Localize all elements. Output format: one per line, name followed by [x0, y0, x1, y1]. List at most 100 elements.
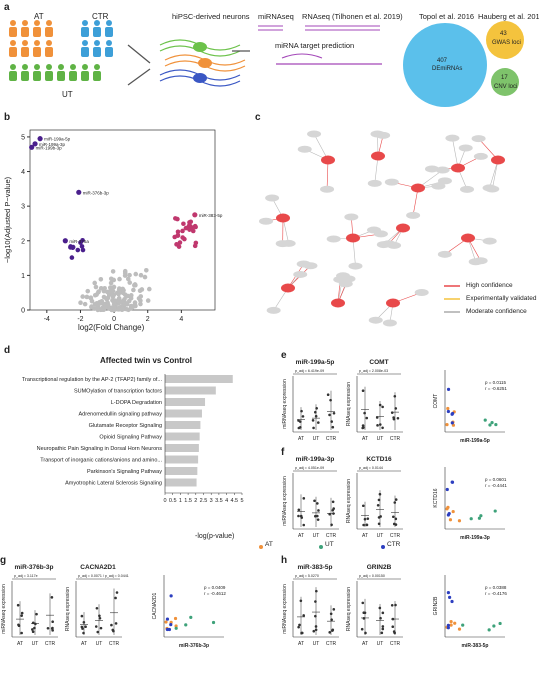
volcano-point — [124, 306, 129, 312]
scatter-point — [487, 628, 491, 632]
pathway-bar — [165, 375, 233, 383]
volcano-point — [105, 302, 111, 308]
scatter-ylabel: COMT — [433, 394, 439, 409]
scatter-point — [492, 624, 496, 628]
volcano-point-up — [176, 244, 182, 249]
stat-r: r = -0.4612 — [204, 591, 226, 596]
data-dot — [99, 626, 103, 630]
category-label: UT — [96, 641, 103, 647]
plot-title: miR-383-5p — [297, 564, 332, 571]
volcano-point — [116, 296, 122, 302]
panel-h-plots: miR-383-5p p_adj = 5.0270 miRNAseq express… — [282, 564, 507, 649]
volcano-point — [112, 298, 118, 303]
volcano-point — [132, 282, 138, 287]
volcano-point-up — [175, 216, 180, 222]
person-icon — [94, 20, 100, 26]
category-label: UT — [377, 436, 384, 442]
volcano-point — [139, 287, 145, 292]
data-dot — [46, 626, 50, 630]
pathway-tick-label: 1.5 — [184, 498, 192, 504]
legend-at: AT — [265, 541, 273, 548]
p-value-label: p_adj = 0.0144 — [359, 466, 383, 470]
data-dot — [361, 504, 365, 508]
volcano-point — [145, 298, 151, 303]
pathway-label: Glutamate Receptor Signaling — [89, 423, 162, 429]
volcano-point — [138, 301, 143, 307]
category-label: UT — [313, 533, 320, 539]
pathway-label: L-DOPA Degradation — [111, 400, 162, 406]
scatter-xlabel: miR-199a-5p — [460, 438, 490, 444]
volcano-point-up — [193, 240, 199, 246]
stat-p: p = 0.0388 — [485, 585, 507, 590]
gene-node — [344, 213, 359, 221]
y-tick-label: 2 — [21, 238, 25, 245]
volcano-point-down — [69, 255, 75, 260]
gene-node — [265, 194, 280, 202]
data-dot — [20, 611, 24, 615]
neurons-icon — [159, 39, 246, 87]
category-label: CTR — [326, 436, 337, 442]
volcano-point — [102, 285, 107, 291]
gwas-label: GWAS loci — [492, 40, 521, 46]
person-icon — [94, 64, 100, 70]
network-edge — [352, 237, 356, 267]
panel-label-e: e — [281, 350, 287, 361]
data-dot — [98, 614, 101, 618]
volcano-ylabel: −log10(Adjusted P−value) — [3, 176, 12, 263]
data-dot — [391, 625, 395, 629]
plot-ylabel: miRNAseq expression — [282, 379, 288, 429]
category-label: UT — [32, 641, 39, 647]
panel-e-plots: miR-199a-5p p_adj = 6.419e-09 miRNAseq exp… — [282, 359, 507, 444]
scatter-point — [164, 620, 168, 624]
volcano-point — [82, 301, 88, 307]
volcano-point — [125, 293, 130, 299]
gene-node — [406, 211, 421, 219]
volcano-point — [142, 274, 148, 280]
gene-node — [382, 319, 397, 327]
volcano-point — [106, 292, 112, 298]
panel-f-plots: miR-199a-3p p_adj = 4.051e-09 miRNAseq exp… — [282, 456, 507, 541]
p-value-label: p_adj = 0.0071 / p_adj = 0.0441 — [78, 574, 129, 578]
volcano-point-label: miR-383-5p — [199, 213, 223, 218]
data-dot — [332, 411, 336, 415]
network-edge — [489, 159, 499, 189]
data-dot — [393, 631, 396, 635]
gene-node — [473, 257, 488, 265]
data-dot — [35, 612, 38, 616]
data-dot — [302, 614, 306, 617]
category-label: CTR — [326, 641, 337, 647]
person-body — [33, 27, 41, 37]
volcano-point — [93, 284, 99, 290]
x-tick-label: -2 — [77, 316, 83, 323]
category-label: AT — [81, 641, 87, 647]
scatter-point — [174, 624, 178, 628]
category-label: CTR — [45, 641, 56, 647]
panel-g-plots: miR-376b-3p p_adj = 3.117e miRNAseq expres… — [1, 564, 226, 649]
person-body — [93, 27, 101, 37]
data-dot — [361, 424, 365, 427]
data-dot — [31, 630, 35, 634]
pathway-tick-label: 2.5 — [200, 498, 208, 504]
volcano-point — [78, 300, 83, 306]
volcano-point-label: miR-376a — [69, 239, 89, 244]
data-dot — [300, 409, 303, 413]
volcano-point — [117, 276, 122, 282]
scatter-point — [211, 620, 216, 625]
mirna-node — [491, 155, 505, 165]
mirna-node — [411, 183, 425, 193]
category-label: UT — [377, 533, 384, 539]
data-dot — [394, 523, 398, 526]
person-body — [81, 71, 89, 81]
mirna-node — [331, 298, 345, 308]
volcano-point — [108, 280, 114, 286]
data-dot — [114, 596, 117, 600]
volcano-point — [146, 286, 152, 292]
volcano-point — [111, 292, 117, 298]
pathway-tick-label: 0.5 — [169, 498, 177, 504]
gene-node — [275, 240, 290, 248]
person-body — [45, 47, 53, 57]
data-dot — [394, 603, 397, 607]
data-dot — [363, 411, 366, 415]
data-dot — [316, 514, 319, 518]
data-dot — [390, 411, 394, 414]
